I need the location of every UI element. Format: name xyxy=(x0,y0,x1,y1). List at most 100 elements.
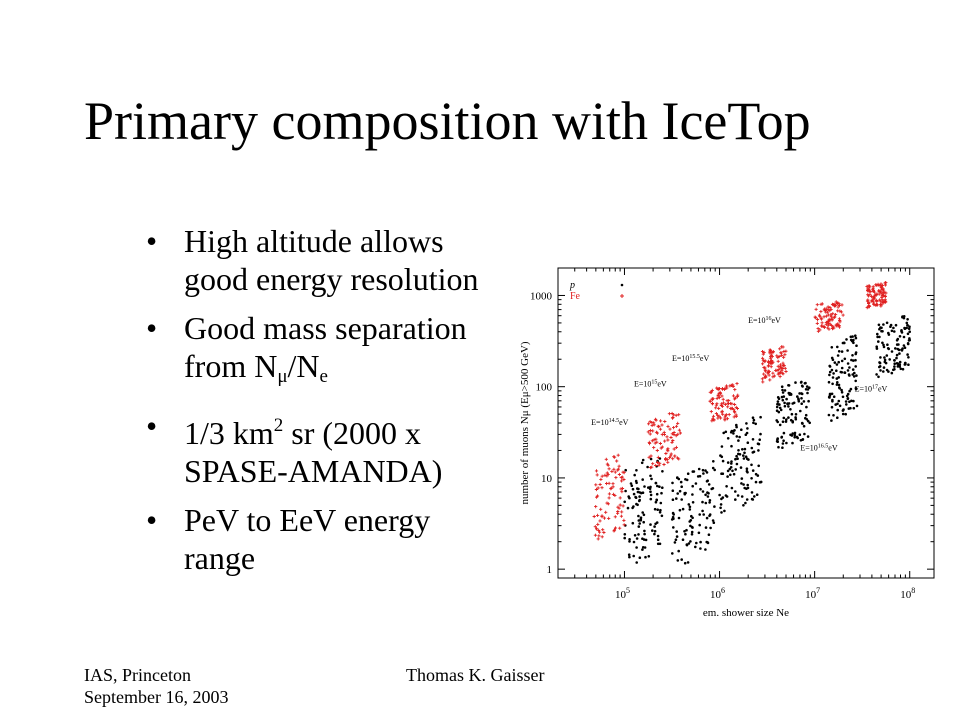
fe-point xyxy=(824,314,828,318)
fe-point xyxy=(838,309,842,313)
p-point xyxy=(783,401,786,405)
fe-point xyxy=(836,301,840,305)
p-point xyxy=(876,332,879,336)
p-point xyxy=(632,540,636,544)
fe-point xyxy=(604,510,608,514)
p-point xyxy=(804,416,807,420)
fe-point xyxy=(830,324,834,328)
fe-point xyxy=(613,526,618,530)
subscript: μ xyxy=(277,366,288,387)
p-point xyxy=(628,555,631,559)
p-point xyxy=(907,356,910,359)
p-point xyxy=(734,498,737,501)
p-point xyxy=(745,422,748,425)
p-point xyxy=(725,495,729,498)
p-point xyxy=(641,511,644,514)
fe-point xyxy=(657,463,661,467)
fe-point xyxy=(656,455,660,459)
fe-point xyxy=(596,486,600,490)
p-point xyxy=(713,468,716,472)
fe-point xyxy=(647,422,651,426)
fe-point xyxy=(652,423,656,427)
fe-point xyxy=(828,306,832,310)
p-point xyxy=(852,399,855,403)
fe-point xyxy=(831,312,835,316)
fe-point xyxy=(721,397,725,401)
fe-point xyxy=(878,303,882,307)
fe-point xyxy=(781,345,785,349)
p-point xyxy=(787,402,791,405)
p-point xyxy=(730,486,734,490)
fe-point xyxy=(648,432,652,436)
p-point xyxy=(900,331,904,334)
p-point xyxy=(684,532,687,536)
p-point xyxy=(698,523,701,527)
p-point xyxy=(661,486,664,489)
fe-point xyxy=(602,516,607,520)
p-point xyxy=(735,454,738,458)
p-point xyxy=(721,472,725,475)
fe-point xyxy=(868,289,872,294)
fe-point xyxy=(776,359,780,363)
p-point xyxy=(898,352,901,355)
fe-point xyxy=(656,424,660,428)
p-point xyxy=(850,339,854,343)
p-point xyxy=(677,549,680,553)
p-point xyxy=(726,475,729,478)
p-point xyxy=(882,323,885,326)
p-point xyxy=(794,417,798,421)
p-point xyxy=(653,507,657,511)
p-point xyxy=(659,508,662,512)
p-point xyxy=(702,472,705,475)
fe-point xyxy=(646,430,650,434)
p-point xyxy=(705,516,709,520)
fe-point xyxy=(837,324,841,328)
footer-left: IAS, Princeton September 16, 2003 xyxy=(84,664,228,708)
p-point xyxy=(671,511,675,515)
p-point xyxy=(755,493,759,496)
p-point xyxy=(630,484,634,487)
p-point xyxy=(712,521,716,524)
fe-point xyxy=(670,432,674,436)
fe-point xyxy=(733,388,737,392)
p-point xyxy=(827,413,831,417)
fe-point xyxy=(778,375,782,379)
fe-point xyxy=(826,326,830,330)
p-point xyxy=(785,418,788,421)
p-point xyxy=(754,480,758,484)
energy-unit: eV xyxy=(700,354,710,363)
fe-point xyxy=(723,386,727,390)
fe-point xyxy=(676,421,680,425)
energy-exponent: 16 xyxy=(765,316,771,322)
fe-point xyxy=(831,303,836,307)
p-point xyxy=(735,423,738,427)
p-point xyxy=(746,441,750,444)
p-point xyxy=(702,513,705,516)
p-point xyxy=(793,433,797,437)
p-point xyxy=(649,485,652,489)
p-point xyxy=(705,540,708,544)
p-point xyxy=(670,518,674,521)
p-point xyxy=(879,356,882,359)
p-point xyxy=(799,409,802,413)
fe-point xyxy=(837,317,841,321)
fe-point xyxy=(769,365,773,369)
fe-point xyxy=(620,510,624,514)
p-point xyxy=(852,406,856,410)
p-point xyxy=(890,329,894,333)
energy-unit: eV xyxy=(619,418,629,427)
fe-point xyxy=(678,431,682,435)
fe-point xyxy=(671,438,675,443)
fe-point xyxy=(613,515,617,519)
p-point xyxy=(688,505,692,509)
p-point xyxy=(752,421,755,425)
p-point xyxy=(646,465,649,469)
p-point xyxy=(628,540,631,543)
fe-point xyxy=(768,378,772,382)
fe-point xyxy=(611,482,615,486)
p-point xyxy=(878,365,881,369)
p-point xyxy=(848,374,851,377)
fe-point xyxy=(711,418,716,422)
fe-point xyxy=(675,456,680,460)
fe-point xyxy=(840,303,844,307)
